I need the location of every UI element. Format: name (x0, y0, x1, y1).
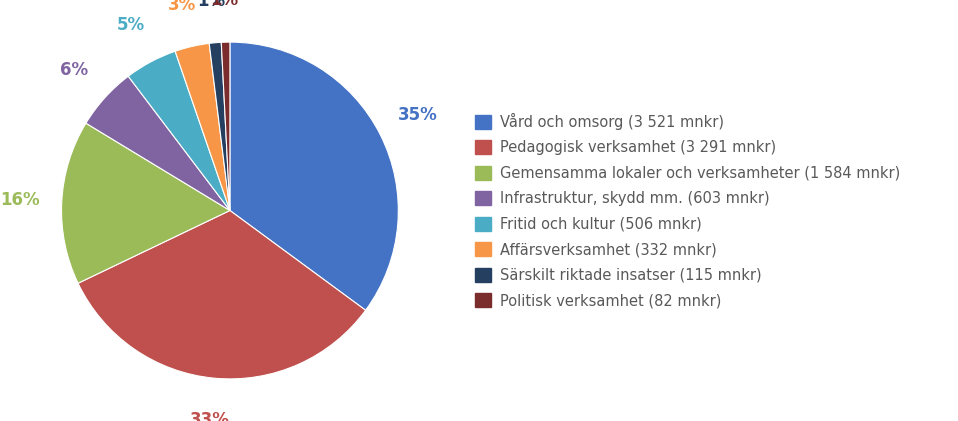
Wedge shape (128, 51, 230, 210)
Wedge shape (78, 210, 366, 379)
Wedge shape (221, 42, 230, 210)
Wedge shape (209, 43, 230, 210)
Text: 1%: 1% (197, 0, 226, 10)
Wedge shape (61, 123, 230, 283)
Text: 5%: 5% (117, 16, 145, 34)
Text: 35%: 35% (398, 107, 438, 125)
Text: 16%: 16% (0, 191, 39, 209)
Text: 1%: 1% (211, 0, 239, 9)
Wedge shape (175, 43, 230, 210)
Text: 33%: 33% (191, 411, 230, 421)
Text: 3%: 3% (169, 0, 196, 14)
Wedge shape (230, 42, 399, 310)
Text: 6%: 6% (59, 61, 88, 78)
Legend: Vård och omsorg (3 521 mnkr), Pedagogisk verksamhet (3 291 mnkr), Gemensamma lok: Vård och omsorg (3 521 mnkr), Pedagogisk… (468, 105, 907, 316)
Wedge shape (86, 76, 230, 210)
